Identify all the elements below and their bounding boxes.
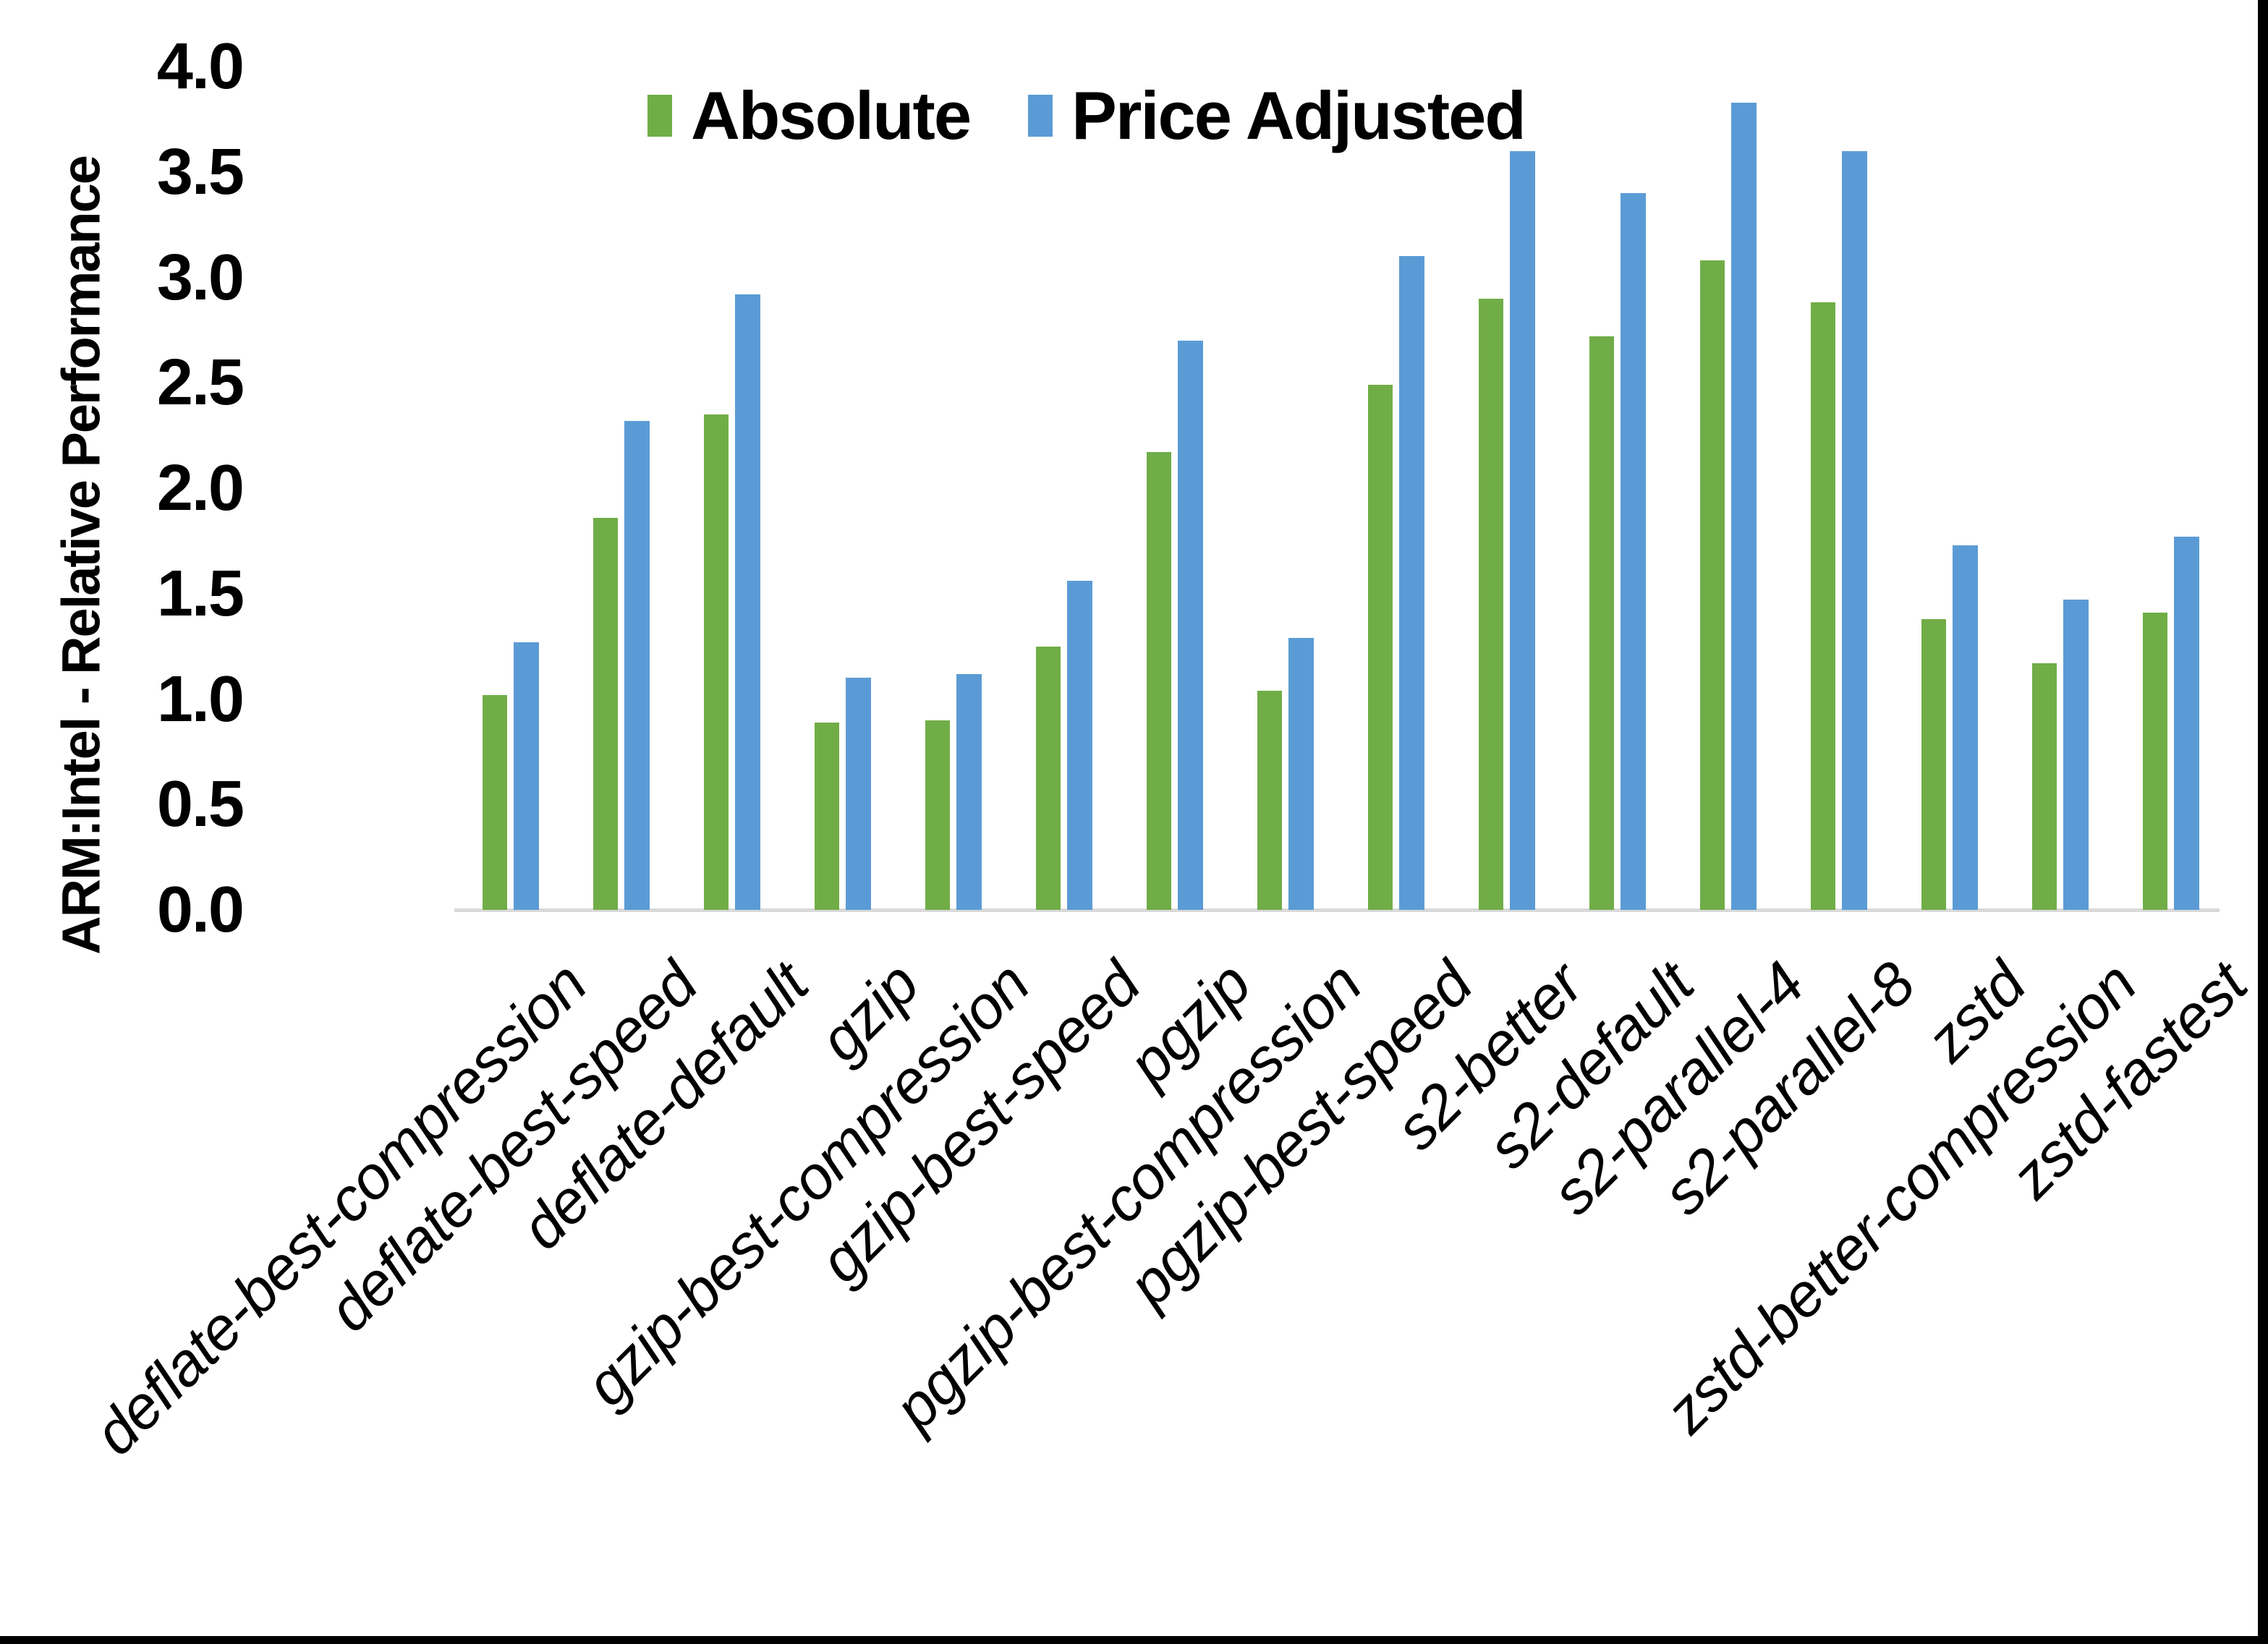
bar-absolute [1589, 336, 1614, 910]
bar-absolute [1368, 385, 1393, 910]
bar-price-adjusted [846, 678, 871, 910]
price-adjusted-series-swatch-icon [1028, 95, 1053, 137]
y-tick-label: 0.5 [156, 768, 245, 841]
y-tick-label: 0.0 [156, 874, 245, 946]
bar-price-adjusted [1288, 638, 1314, 910]
bar-absolute [815, 723, 839, 910]
legend-label-price-adjusted: Price Adjusted [1071, 77, 1526, 153]
bar-price-adjusted [624, 421, 650, 910]
bar-absolute [2032, 663, 2057, 910]
bar-price-adjusted [1842, 151, 1867, 910]
bar-absolute [1257, 691, 1282, 910]
bar-absolute [1479, 299, 1503, 910]
legend-label-absolute: Absolute [691, 77, 972, 153]
y-tick-label: 4.0 [156, 30, 245, 103]
absolute-series-swatch-icon [647, 95, 672, 137]
y-tick-label: 3.0 [156, 241, 245, 314]
y-tick-label: 3.5 [156, 135, 245, 208]
y-tick-label: 2.0 [156, 452, 245, 524]
bar-absolute [1811, 302, 1835, 910]
bar-price-adjusted [1178, 341, 1203, 910]
bar-price-adjusted [1510, 151, 1535, 910]
bar-price-adjusted [2063, 600, 2089, 910]
screenshot-bottom-border [0, 1636, 2268, 1644]
bar-price-adjusted [2174, 537, 2199, 910]
legend: Absolute Price Adjusted [647, 71, 1526, 161]
bar-absolute [593, 518, 618, 910]
legend-item-absolute: Absolute [647, 77, 972, 153]
bar-absolute [704, 414, 729, 910]
bar-absolute [1921, 619, 1946, 910]
y-tick-label: 1.5 [156, 557, 245, 630]
bar-price-adjusted [735, 294, 760, 910]
bar-absolute [1147, 452, 1171, 910]
bar-price-adjusted [1731, 103, 1757, 910]
bar-price-adjusted [514, 642, 539, 910]
bar-absolute [2143, 613, 2167, 910]
y-tick-label: 1.0 [156, 663, 245, 736]
bar-absolute [925, 720, 950, 910]
y-tick-label: 2.5 [156, 346, 245, 419]
bar-price-adjusted [1067, 581, 1092, 910]
bar-price-adjusted [956, 674, 982, 910]
legend-item-price-adjusted: Price Adjusted [1028, 77, 1526, 153]
screenshot-right-border [2258, 0, 2268, 1644]
bar-absolute [483, 695, 507, 910]
bar-price-adjusted [1399, 256, 1424, 910]
bar-price-adjusted [1621, 193, 1646, 910]
bar-price-adjusted [1953, 545, 1978, 910]
bar-absolute [1036, 647, 1061, 910]
bar-absolute [1700, 260, 1725, 910]
x-axis-line [454, 908, 2220, 912]
